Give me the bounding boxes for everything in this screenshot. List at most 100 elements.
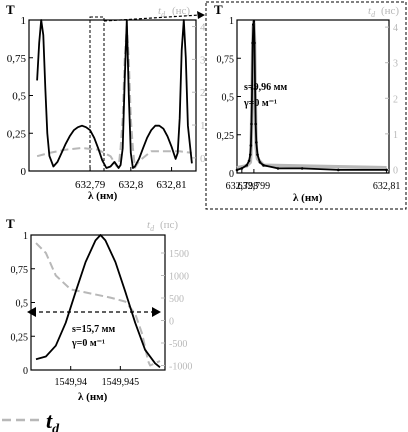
panel-c-right-axis-title: td (пс) [147, 219, 178, 233]
svg-text:(нс): (нс) [172, 5, 190, 17]
data-point [240, 167, 244, 170]
y-tick-label: 1 [23, 231, 28, 242]
y-tick-label: 0 [23, 366, 28, 377]
panel-c-x-ticks: 1549,94 1549,945 [54, 366, 139, 388]
y2-tick-label: 4 [393, 23, 398, 34]
data-point [251, 23, 255, 26]
data-point [337, 168, 340, 172]
y-tick-label: 0,25 [217, 131, 235, 142]
y-tick-label: 0,75 [217, 54, 235, 65]
panel-c-plot-area [35, 234, 161, 368]
panel-b-right-axis-title: td (нс) [368, 5, 399, 19]
data-point [245, 164, 248, 167]
double-arrow-head-left [27, 307, 36, 317]
legend: td [2, 408, 60, 432]
panel-a-x-axis-label: λ (нм) [88, 190, 118, 202]
data-point [250, 87, 254, 91]
y-tick-label: 0,75 [7, 53, 27, 65]
panel-b-y2-ticks: 0 1 2 3 4 [385, 23, 398, 176]
x-tick-label: 632,81 [156, 179, 186, 191]
panel-b-x-axis-label: λ (нм) [293, 192, 323, 204]
y2-tick-label: 4 [200, 22, 206, 34]
panel-b-y-ticks: 0 0,25 0,5 0,75 1 [217, 16, 241, 180]
y-tick-label: 0,25 [7, 128, 27, 140]
data-point [253, 87, 257, 91]
data-point [255, 141, 258, 144]
series-line-T [236, 20, 387, 171]
data-point [258, 160, 262, 164]
data-point [256, 153, 259, 156]
svg-text:(пс): (пс) [160, 219, 178, 231]
y2-tick-label: 3 [393, 59, 398, 70]
y-tick-label: 1 [21, 15, 27, 27]
y2-tick-label: 2 [200, 87, 206, 99]
y2-tick-label: 3 [200, 54, 206, 66]
y2-tick-label: 0 [393, 165, 398, 176]
double-arrow-head-right [152, 307, 161, 317]
panel-c-left-axis-title: T [6, 216, 15, 231]
y-tick-label: 0 [21, 166, 27, 178]
y2-tick-label: 0 [169, 317, 174, 328]
x-tick-label: 1549,945 [102, 377, 140, 388]
x-tick-label: 1549,94 [54, 377, 87, 388]
panel-b-border [205, 1, 407, 210]
data-point [251, 41, 254, 45]
x-tick-label: 632,8 [118, 179, 143, 191]
y-tick-label: 1 [229, 16, 234, 27]
zoom-arrow [103, 14, 201, 22]
panel-a-y2-ticks: 0 1 2 3 4 [192, 22, 206, 165]
y2-tick-label: 1 [200, 120, 206, 132]
data-point [247, 159, 251, 163]
panel-c-x-axis-label: λ (нм) [78, 391, 108, 403]
y-tick-label: 0 [229, 169, 234, 180]
y2-tick-label: -1000 [169, 362, 192, 373]
y2-tick-label: 1500 [169, 249, 189, 260]
x-tick-label: 632,79 [75, 179, 106, 191]
x-tick-label: 632,799 [238, 181, 271, 192]
panel-c-y2-ticks: -1000 -500 0 500 1000 1500 [161, 249, 192, 373]
panel-a-plot-area [36, 19, 193, 169]
series-line-td [36, 25, 193, 169]
data-point [248, 153, 252, 156]
y2-tick-label: 0 [200, 153, 206, 165]
data-point [253, 41, 256, 45]
y-tick-label: 0,75 [11, 265, 29, 276]
zoom-highlight-box [89, 16, 105, 172]
y2-tick-label: 1000 [169, 272, 189, 283]
legend-label: td [46, 408, 60, 432]
panel-b-annotation-gamma: γ=0 м⁻¹ [243, 98, 277, 109]
panel-a-left-axis-title: T [6, 2, 15, 17]
panel-c-y-ticks: 0 0,25 0,5 0,75 1 [11, 231, 35, 377]
y-tick-label: 0,25 [11, 332, 29, 343]
panel-c-annotation-s: s=15,7 мм [72, 324, 115, 335]
data-point [252, 20, 256, 23]
data-point [235, 168, 239, 172]
data-point [254, 122, 257, 126]
data-point [385, 168, 388, 172]
svg-text:(нс): (нс) [381, 5, 399, 17]
panel-b-annotation-s: s=9,96 мм [244, 82, 287, 93]
panel-a-x-ticks: 632,79 632,8 632,81 [75, 167, 187, 191]
data-point [249, 144, 253, 147]
panel-a-right-axis-title: td (нс) [158, 5, 190, 19]
svg-text:td: td [158, 5, 166, 19]
panel-c: T td (пс) 0 0,25 0,5 0,75 1 -1000 -500 0 500 100… [6, 216, 192, 403]
x-tick-label: 632,81 [373, 181, 401, 192]
y-tick-label: 0,5 [222, 93, 235, 104]
y-tick-label: 0,5 [16, 299, 29, 310]
panel-a-frame [28, 19, 197, 172]
data-point [276, 167, 280, 170]
y2-tick-label: 1 [393, 130, 398, 141]
series-line-T [35, 234, 161, 368]
panel-b-frame [236, 19, 390, 174]
panel-a-y-ticks: 0 0,25 0,5 0,75 1 [7, 15, 33, 178]
series-line-T [36, 19, 193, 169]
y-tick-label: 0,5 [12, 91, 26, 103]
data-point [300, 167, 304, 170]
svg-text:td: td [368, 5, 376, 19]
y2-tick-label: -500 [169, 339, 187, 350]
series-line-td [35, 242, 161, 367]
